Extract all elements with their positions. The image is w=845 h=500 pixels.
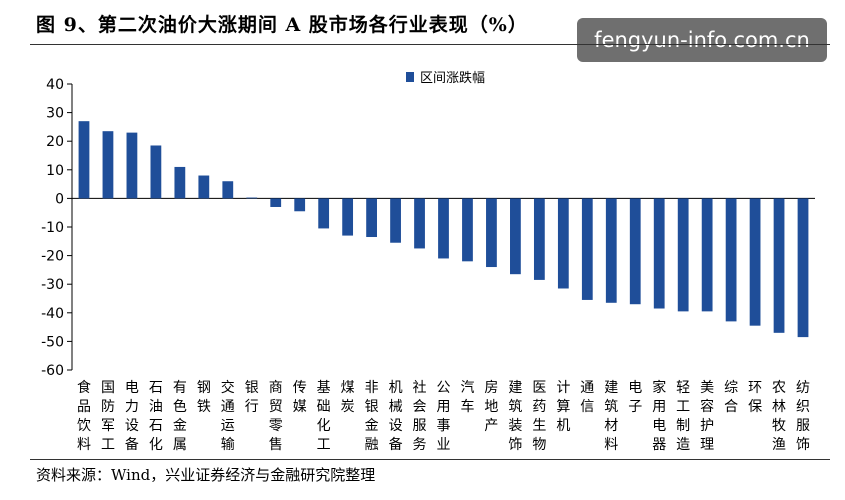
bar xyxy=(438,198,449,259)
bar xyxy=(510,198,521,275)
bar xyxy=(677,198,689,312)
x-tick-label: 公用事业 xyxy=(437,380,451,453)
y-tick-label: 20 xyxy=(46,134,64,150)
bar xyxy=(581,198,593,300)
x-tick-label: 银行 xyxy=(245,380,259,415)
x-tick-label: 纺织服饰 xyxy=(796,380,810,453)
y-tick-label: 30 xyxy=(46,106,64,122)
bar xyxy=(366,198,377,238)
bar xyxy=(701,198,713,312)
x-tick-label: 通信 xyxy=(580,380,594,415)
bar xyxy=(318,198,330,229)
bar-chart: 区间涨跌幅 40 30 20 10 0 -10 -20 -30 -40 -50 -60 食品饮料国防军… xyxy=(41,70,815,453)
chart-legend: 区间涨跌幅 xyxy=(406,70,485,86)
x-tick-label: 食品饮料 xyxy=(77,379,91,453)
bar xyxy=(294,198,306,212)
x-tick-label: 钢铁 xyxy=(197,380,211,415)
bar xyxy=(725,198,737,322)
bar xyxy=(486,198,497,268)
bar xyxy=(150,145,162,199)
y-tick-label: -60 xyxy=(41,363,64,379)
x-tick-label: 传媒 xyxy=(293,380,307,415)
x-tick-label: 计算机 xyxy=(556,380,570,434)
bar xyxy=(246,197,258,199)
x-tick-label: 环保 xyxy=(748,380,762,415)
y-tick-label: -20 xyxy=(41,249,64,265)
bar xyxy=(605,198,617,303)
bar xyxy=(557,198,569,289)
figure-title: 图 9、第二次油价大涨期间 A 股市场各行业表现（%） xyxy=(36,14,528,36)
legend-swatch xyxy=(406,72,414,82)
x-tick-label: 轻工制造 xyxy=(676,380,690,453)
bar xyxy=(126,132,138,199)
bar xyxy=(198,175,210,199)
x-tick-label: 汽车 xyxy=(460,380,474,415)
bar xyxy=(174,166,186,199)
x-tick-label: 商贸零售 xyxy=(269,380,283,453)
x-tick-label: 基础化工 xyxy=(317,379,331,453)
y-tick-label: 40 xyxy=(46,77,64,93)
y-tick-label: -10 xyxy=(41,220,64,236)
bar xyxy=(773,198,785,333)
x-tick-label: 建筑材料 xyxy=(604,380,618,453)
y-tick-label: 0 xyxy=(55,191,64,207)
legend-label: 区间涨跌幅 xyxy=(420,70,485,86)
bar xyxy=(102,131,114,199)
x-tick-label: 农林牧渔 xyxy=(772,380,786,453)
bar xyxy=(629,198,641,305)
bar xyxy=(653,198,665,309)
source-divider xyxy=(30,459,830,460)
x-tick-label: 煤炭 xyxy=(341,380,355,415)
y-tick-label: -50 xyxy=(41,334,64,350)
x-tick-label: 美容护理 xyxy=(700,380,714,453)
y-tick-label: -30 xyxy=(41,277,64,293)
x-tick-label: 房地产 xyxy=(484,380,498,434)
x-tick-label: 非银金融 xyxy=(365,380,379,453)
x-tick-label: 机械设备 xyxy=(389,380,403,453)
bar xyxy=(270,198,282,207)
x-tick-label: 家用电器 xyxy=(652,379,666,453)
x-tick-label: 建筑装饰 xyxy=(508,380,522,453)
bar xyxy=(222,181,234,199)
y-tick-label: -40 xyxy=(41,306,64,322)
y-tick-label: 10 xyxy=(46,163,64,179)
x-tick-label: 石油石化 xyxy=(149,380,163,453)
x-tick-label: 综合 xyxy=(724,380,738,415)
source-note: 资料来源：Wind，兴业证券经济与金融研究院整理 xyxy=(36,466,376,484)
title-divider xyxy=(30,44,830,45)
bar xyxy=(797,198,809,338)
x-tick-label: 国防军工 xyxy=(101,380,115,453)
bar xyxy=(462,198,473,262)
x-tick-label: 医药生物 xyxy=(532,380,546,453)
watermark: fengyun-info.com.cn xyxy=(577,18,827,62)
bar xyxy=(414,198,425,249)
bar xyxy=(533,198,545,280)
x-tick-label: 社会服务 xyxy=(413,380,427,453)
x-tick-label: 电子 xyxy=(628,380,642,415)
bar xyxy=(390,198,401,243)
bar xyxy=(749,198,761,326)
bar xyxy=(342,198,354,236)
x-tick-label: 交通运输 xyxy=(221,379,235,453)
bar xyxy=(78,121,90,199)
x-tick-label: 有色金属 xyxy=(173,380,187,453)
x-tick-label: 电力设备 xyxy=(125,380,139,453)
